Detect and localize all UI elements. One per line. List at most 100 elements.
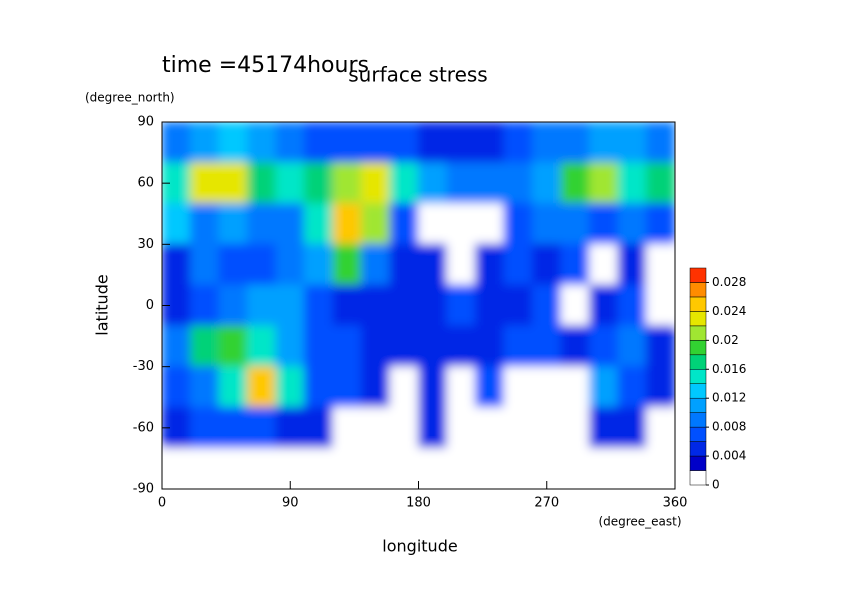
colorbar-swatch (689, 296, 707, 312)
x-tick-label: 180 (406, 496, 431, 511)
cell (389, 366, 419, 408)
cell (247, 203, 277, 245)
cell (560, 447, 590, 489)
cell (247, 325, 277, 368)
cell (304, 122, 334, 164)
cell (560, 284, 590, 327)
cell (332, 325, 362, 368)
colorbar-swatch (689, 340, 707, 356)
cell (503, 203, 533, 245)
cell (304, 243, 334, 286)
cell (646, 122, 675, 164)
cell (162, 447, 191, 489)
cell (190, 203, 220, 245)
cell (446, 406, 476, 449)
cell (617, 325, 647, 368)
cell (361, 203, 391, 245)
cell (646, 162, 675, 205)
cell (646, 325, 675, 368)
chart-title: surface stress (348, 63, 487, 87)
cell (475, 325, 505, 368)
colorbar-tick-label: 0.028 (712, 275, 746, 289)
cell (389, 447, 419, 489)
cell (418, 406, 448, 449)
cell (532, 284, 562, 327)
cell (418, 243, 448, 286)
cell (560, 325, 590, 368)
cell (247, 406, 277, 449)
cell (532, 366, 562, 408)
y-tick-label: 30 (137, 237, 154, 252)
cell (190, 162, 220, 205)
cell (332, 243, 362, 286)
colorbar-tick-label: 0 (712, 478, 720, 492)
cell (332, 447, 362, 489)
colorbar-swatch (689, 426, 707, 442)
y-tick-label: -90 (133, 482, 154, 497)
cell (190, 243, 220, 286)
cell (617, 243, 647, 286)
cell (560, 122, 590, 164)
cell (275, 243, 305, 286)
cell (190, 325, 220, 368)
cell (332, 406, 362, 449)
cell (190, 284, 220, 327)
cell (218, 203, 248, 245)
cell (162, 203, 191, 245)
x-tick-label: 270 (534, 496, 559, 511)
colorbar-tick-label: 0.012 (712, 391, 746, 405)
cell (218, 447, 248, 489)
cell (446, 243, 476, 286)
chart-subtitle: time =45174hours (162, 53, 369, 78)
cell (190, 366, 220, 408)
cell (532, 406, 562, 449)
colorbar-swatch (689, 397, 707, 413)
x-tick-label: 0 (158, 496, 166, 511)
cell (617, 366, 647, 408)
cell (646, 366, 675, 408)
cell (446, 366, 476, 408)
colorbar-swatch (689, 412, 707, 428)
cell (304, 284, 334, 327)
cell (361, 325, 391, 368)
cell (361, 406, 391, 449)
cell (247, 366, 277, 408)
cell (275, 325, 305, 368)
cell (218, 122, 248, 164)
cell (560, 203, 590, 245)
cell (503, 366, 533, 408)
cell (475, 447, 505, 489)
cell (589, 366, 619, 408)
cell (617, 203, 647, 245)
cell (589, 325, 619, 368)
cell (162, 243, 191, 286)
cell (361, 162, 391, 205)
cell (361, 366, 391, 408)
cell (218, 243, 248, 286)
cell (247, 243, 277, 286)
colorbar-swatch (689, 311, 707, 327)
cell (218, 162, 248, 205)
cell (361, 243, 391, 286)
x-tick-label: 90 (282, 496, 299, 511)
cell (475, 284, 505, 327)
colorbar-swatch (689, 383, 707, 399)
cell (332, 162, 362, 205)
x-axis-label: longitude (382, 537, 457, 556)
x-tick-label: 360 (663, 496, 688, 511)
colorbar-swatch (689, 267, 707, 283)
cell (332, 366, 362, 408)
cell (589, 243, 619, 286)
cell (418, 203, 448, 245)
colorbar-tick-label: 0.02 (712, 333, 739, 347)
cell (646, 284, 675, 327)
cell (646, 406, 675, 449)
colorbar-tick-label: 0.016 (712, 362, 746, 376)
colorbar-tick-label: 0.004 (712, 449, 746, 463)
cell (589, 406, 619, 449)
cell (475, 243, 505, 286)
cell (503, 162, 533, 205)
cell (446, 203, 476, 245)
cell (389, 243, 419, 286)
cell (589, 122, 619, 164)
